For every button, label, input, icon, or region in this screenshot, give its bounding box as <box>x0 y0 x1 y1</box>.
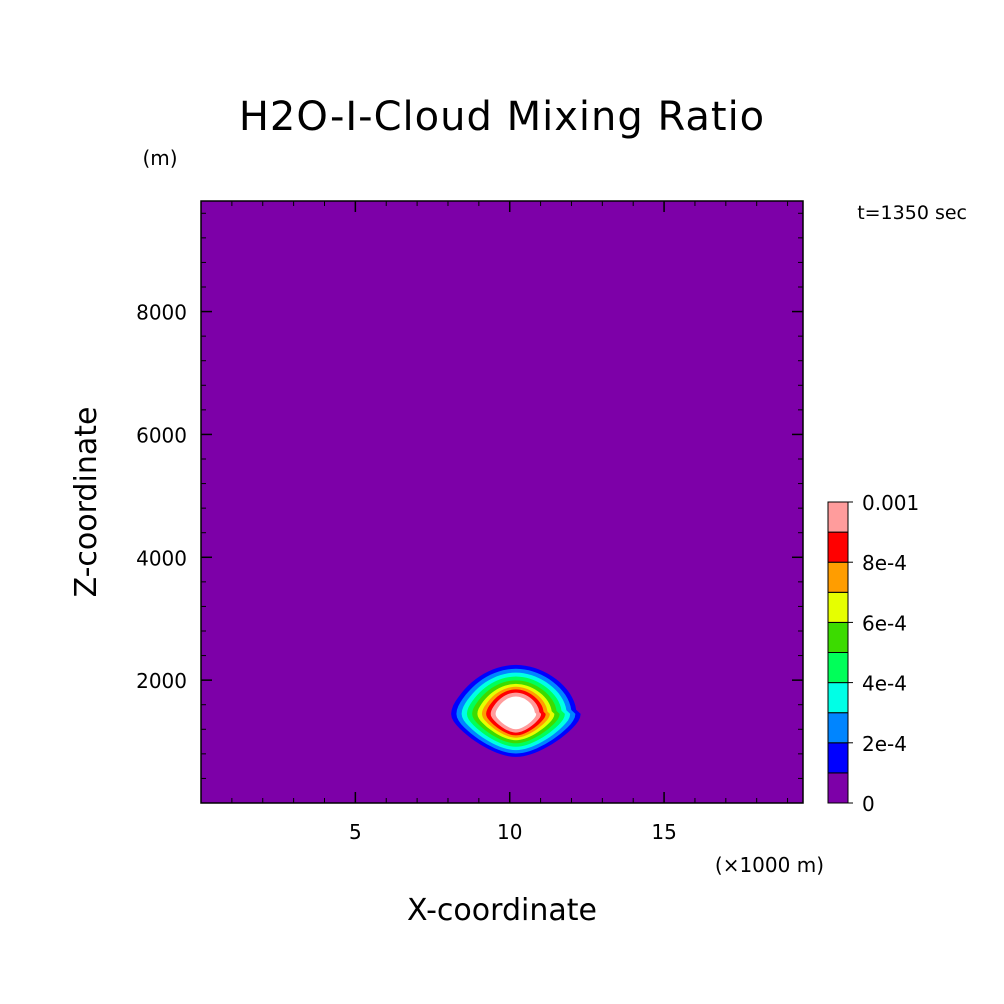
time-label: t=1350 sec <box>857 202 967 224</box>
chart-title: H2O-I-Cloud Mixing Ratio <box>239 94 765 140</box>
x-unit-label: (×1000 m) <box>715 853 824 877</box>
axes <box>200 200 804 804</box>
colorbar-swatch <box>827 712 849 744</box>
colorbar-swatch <box>827 772 849 804</box>
y-axis-ticks: 2000 4000 6000 8000 <box>136 301 803 693</box>
y-unit-label: (m) <box>142 146 177 170</box>
colorbar-tick-label: 8e-4 <box>862 551 907 575</box>
colorbar-swatch <box>827 501 849 533</box>
colorbar-tick-label: 0.001 <box>862 491 919 515</box>
colorbar: 0 2e-4 4e-4 6e-4 8e-4 0.001 <box>827 491 919 816</box>
colorbar-swatch <box>827 621 849 654</box>
x-tick-label: 10 <box>497 820 522 844</box>
y-tick-label: 2000 <box>136 669 187 693</box>
y-tick-label: 8000 <box>136 301 187 325</box>
plot-frame <box>200 200 804 804</box>
colorbar-swatch <box>827 682 849 714</box>
colorbar-swatch <box>827 531 849 563</box>
colorbar-swatch <box>827 591 849 623</box>
colorbar-swatch <box>827 742 849 774</box>
x-tick-label: 5 <box>349 820 362 844</box>
cloud-contours <box>451 664 581 757</box>
x-axis-title: X-coordinate <box>407 893 597 928</box>
y-tick-label: 6000 <box>136 423 187 447</box>
colorbar-swatch <box>827 561 849 593</box>
x-tick-label: 15 <box>651 820 676 844</box>
y-axis-title: Z-coordinate <box>69 407 104 598</box>
x-axis-ticks: 5 10 15 <box>349 201 677 844</box>
colorbar-tick-label: 2e-4 <box>862 732 907 756</box>
colorbar-tick-label: 4e-4 <box>862 672 907 696</box>
y-tick-label: 4000 <box>136 546 187 570</box>
colorbar-swatch <box>827 652 849 684</box>
colorbar-tick-label: 6e-4 <box>862 611 907 635</box>
cloud-contour-10 <box>495 696 537 730</box>
colorbar-tick-label: 0 <box>862 792 875 816</box>
